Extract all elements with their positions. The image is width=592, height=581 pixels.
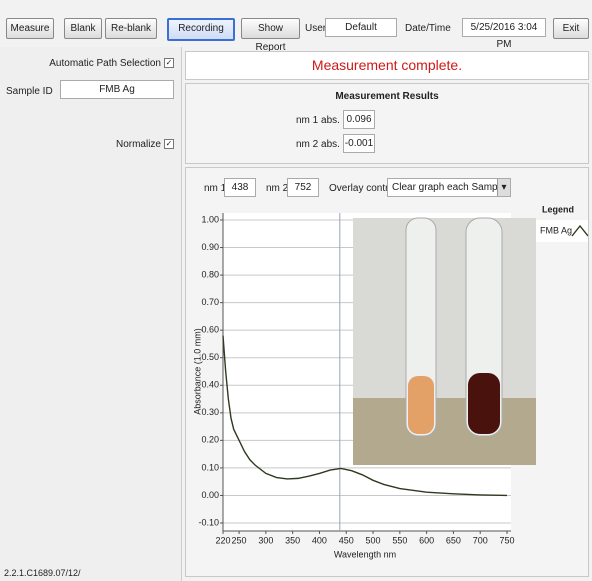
sample-id-field[interactable]: FMB Ag <box>60 80 174 99</box>
y-tick-label: 0.10 <box>201 462 219 472</box>
x-tick-label: 550 <box>392 535 407 545</box>
left-panel <box>0 47 182 581</box>
x-tick-label: 500 <box>366 535 381 545</box>
x-tick-label: 350 <box>285 535 300 545</box>
x-tick-label: 650 <box>446 535 461 545</box>
normalize: Normalize✓ <box>116 139 174 150</box>
datetime-field: 5/25/2016 3:04 PM <box>462 18 546 37</box>
nm2-abs-label: nm 2 abs. <box>296 139 340 150</box>
page: {"toolbar": {"buttons": ["Measure", "Bla… <box>0 0 592 581</box>
y-tick-label: -0.10 <box>198 517 219 527</box>
y-tick-label: 0.70 <box>201 297 219 307</box>
y-tick-label: 0.50 <box>201 352 219 362</box>
tube-left-liquid <box>408 376 434 434</box>
tube-right-liquid <box>468 373 500 434</box>
x-tick-label: 220 <box>215 535 230 545</box>
nm2-abs-value: -0.001 <box>343 134 375 153</box>
y-tick-label: 0.30 <box>201 407 219 417</box>
legend-title: Legend <box>542 204 574 214</box>
nm1-abs-value: 0.096 <box>343 110 375 129</box>
recording-button[interactable]: Recording <box>167 18 235 41</box>
datetime-label: Date/Time <box>405 23 451 34</box>
reblank-button[interactable]: Re-blank <box>105 18 157 39</box>
chart: Legend 1.00 0.90 0.80 0.70 0.60 0.50 0.40 0.30 0… <box>186 168 588 576</box>
x-tick-label: 250 <box>232 535 247 545</box>
legend-label: FMB Ag <box>540 225 572 235</box>
x-tick-label: 450 <box>339 535 354 545</box>
normalize-label: Normalize <box>116 139 161 150</box>
sample-id-label: Sample ID <box>6 86 53 97</box>
y-axis-label: Absorbance (1.0 mm) <box>192 328 202 415</box>
y-tick-label: 0.90 <box>201 242 219 252</box>
blank-button[interactable]: Blank <box>64 18 102 39</box>
x-tick-label: 400 <box>312 535 327 545</box>
checkbox[interactable]: ✓ <box>164 139 174 149</box>
y-tick-label: 0.40 <box>201 380 219 390</box>
results-title: Measurement Results <box>186 91 588 102</box>
user-label: User <box>305 23 326 34</box>
measure-button[interactable]: Measure <box>6 18 54 39</box>
y-tick-label: 1.00 <box>201 214 219 224</box>
auto-path-label: Automatic Path Selection <box>49 58 161 69</box>
x-tick-label: 700 <box>473 535 488 545</box>
status-box: Measurement complete. <box>185 51 589 80</box>
y-tick-label: 0.60 <box>201 325 219 335</box>
results-panel: Measurement Results nm 1 abs. 0.096 nm 2… <box>185 83 589 164</box>
report-button[interactable]: Show Report <box>241 18 300 39</box>
x-tick-label: 600 <box>419 535 434 545</box>
y-tick-label: 0.00 <box>201 490 219 500</box>
y-tick-label: 0.20 <box>201 435 219 445</box>
nm1-abs-label: nm 1 abs. <box>296 115 340 126</box>
graph-panel: nm 1 438 nm 2 752 Overlay control Clear … <box>185 167 589 577</box>
x-tick-label: 300 <box>258 535 273 545</box>
x-tick-label: 750 <box>499 535 514 545</box>
auto-path: Automatic Path Selection✓ <box>49 58 174 69</box>
y-tick-label: 0.80 <box>201 269 219 279</box>
photo-bench <box>353 398 536 465</box>
x-axis-label: Wavelength nm <box>334 549 396 559</box>
checkbox[interactable]: ✓ <box>164 58 174 68</box>
status-text: Measurement complete. <box>312 57 462 73</box>
exit-button[interactable]: Exit <box>553 18 589 39</box>
user-field[interactable]: Default <box>325 18 397 37</box>
version: 2.2.1.C1689.07/12/ <box>4 568 81 578</box>
